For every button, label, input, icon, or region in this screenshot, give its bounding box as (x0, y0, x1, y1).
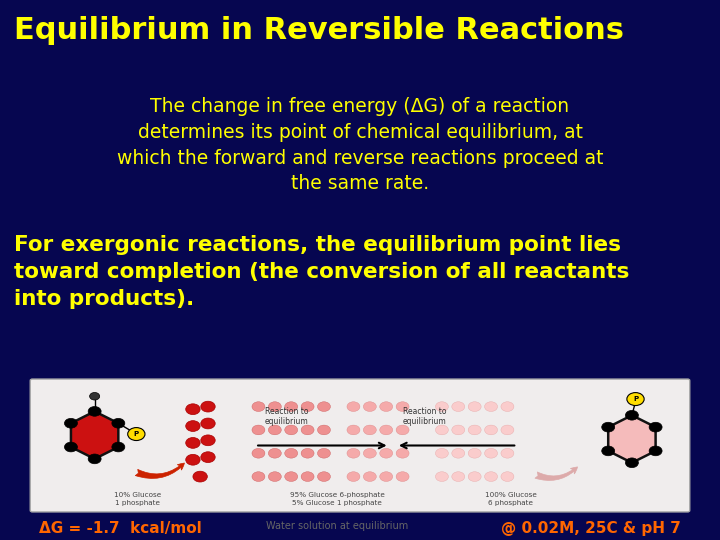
Circle shape (364, 402, 377, 411)
Circle shape (468, 448, 481, 458)
Circle shape (269, 402, 282, 411)
Circle shape (201, 435, 215, 446)
Circle shape (88, 407, 101, 416)
Circle shape (501, 448, 514, 458)
Circle shape (452, 472, 465, 482)
Text: Reaction to
equilibrium: Reaction to equilibrium (402, 407, 446, 426)
Circle shape (318, 472, 330, 482)
Circle shape (301, 448, 314, 458)
Text: Water solution at equilibrium: Water solution at equilibrium (266, 521, 408, 531)
Circle shape (301, 472, 314, 482)
Circle shape (252, 402, 265, 411)
Circle shape (186, 454, 200, 465)
Circle shape (396, 472, 409, 482)
Circle shape (301, 425, 314, 435)
Circle shape (186, 437, 200, 448)
Circle shape (201, 418, 215, 429)
Circle shape (269, 425, 282, 435)
Circle shape (364, 425, 377, 435)
Circle shape (626, 458, 639, 468)
Circle shape (602, 446, 615, 456)
Circle shape (89, 393, 99, 400)
Circle shape (468, 425, 481, 435)
FancyBboxPatch shape (30, 379, 690, 512)
Circle shape (127, 428, 145, 441)
Circle shape (186, 421, 200, 431)
Circle shape (65, 418, 78, 428)
Circle shape (452, 425, 465, 435)
Circle shape (193, 471, 207, 482)
Circle shape (626, 410, 639, 420)
Circle shape (65, 442, 78, 452)
Circle shape (649, 422, 662, 432)
Circle shape (452, 448, 465, 458)
Circle shape (501, 402, 514, 411)
Circle shape (284, 402, 297, 411)
Circle shape (112, 418, 125, 428)
Circle shape (468, 402, 481, 411)
Text: 95% Glucose 6-phosphate
5% Glucose 1 phosphate: 95% Glucose 6-phosphate 5% Glucose 1 pho… (289, 492, 384, 505)
Circle shape (252, 448, 265, 458)
Circle shape (284, 448, 297, 458)
Circle shape (396, 402, 409, 411)
Text: P: P (134, 431, 139, 437)
Circle shape (269, 448, 282, 458)
Text: Equilibrium in Reversible Reactions: Equilibrium in Reversible Reactions (14, 16, 624, 45)
Circle shape (501, 425, 514, 435)
Circle shape (485, 448, 498, 458)
Circle shape (396, 425, 409, 435)
Circle shape (284, 425, 297, 435)
Circle shape (452, 402, 465, 411)
Circle shape (649, 446, 662, 456)
Text: The change in free energy (ΔG) of a reaction
determines its point of chemical eq: The change in free energy (ΔG) of a reac… (117, 97, 603, 193)
Circle shape (396, 448, 409, 458)
Text: Reaction to
equilibrium: Reaction to equilibrium (265, 407, 309, 426)
Circle shape (252, 425, 265, 435)
Circle shape (201, 401, 215, 412)
Circle shape (468, 472, 481, 482)
Circle shape (318, 448, 330, 458)
Circle shape (501, 472, 514, 482)
Text: @ 0.02M, 25C & pH 7: @ 0.02M, 25C & pH 7 (501, 521, 681, 536)
Circle shape (112, 442, 125, 452)
Circle shape (436, 402, 449, 411)
Circle shape (379, 402, 392, 411)
Circle shape (269, 472, 282, 482)
Circle shape (485, 425, 498, 435)
Circle shape (186, 404, 200, 415)
Circle shape (284, 472, 297, 482)
Circle shape (318, 402, 330, 411)
Text: 100% Glucose
6 phosphate: 100% Glucose 6 phosphate (485, 492, 536, 505)
Circle shape (318, 425, 330, 435)
Circle shape (379, 425, 392, 435)
Polygon shape (71, 411, 118, 459)
Circle shape (379, 472, 392, 482)
Circle shape (602, 422, 615, 432)
Circle shape (485, 472, 498, 482)
Circle shape (364, 448, 377, 458)
Text: For exergonic reactions, the equilibrium point lies
toward completion (the conve: For exergonic reactions, the equilibrium… (14, 235, 630, 309)
Circle shape (201, 452, 215, 463)
Text: ΔG = -1.7  kcal/mol: ΔG = -1.7 kcal/mol (39, 521, 202, 536)
Circle shape (485, 402, 498, 411)
Polygon shape (608, 415, 656, 463)
Text: 10% Glucose
1 phosphate: 10% Glucose 1 phosphate (114, 492, 161, 505)
Circle shape (88, 454, 101, 464)
Circle shape (436, 472, 449, 482)
Circle shape (364, 472, 377, 482)
Circle shape (436, 448, 449, 458)
Circle shape (436, 425, 449, 435)
Circle shape (347, 448, 360, 458)
Circle shape (347, 425, 360, 435)
Circle shape (347, 402, 360, 411)
Text: P: P (633, 396, 638, 402)
Circle shape (347, 472, 360, 482)
Circle shape (627, 393, 644, 406)
Circle shape (252, 472, 265, 482)
Circle shape (379, 448, 392, 458)
Circle shape (301, 402, 314, 411)
